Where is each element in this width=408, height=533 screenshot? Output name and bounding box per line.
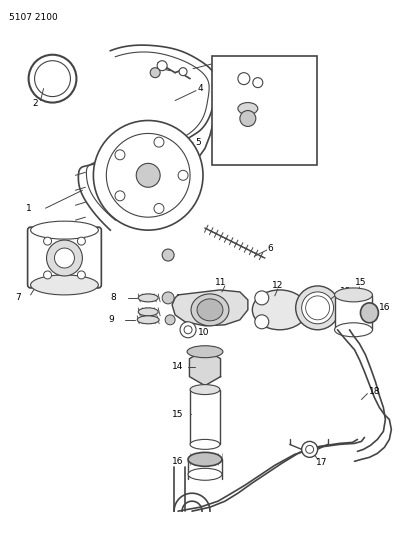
Circle shape — [93, 120, 203, 230]
Circle shape — [29, 55, 76, 102]
Circle shape — [255, 315, 269, 329]
Text: 7: 7 — [16, 293, 21, 302]
Circle shape — [150, 68, 160, 78]
Ellipse shape — [138, 308, 158, 316]
Bar — [212, 56, 317, 165]
Ellipse shape — [238, 102, 258, 115]
Ellipse shape — [335, 288, 373, 302]
Text: 15: 15 — [172, 410, 184, 419]
Circle shape — [253, 78, 263, 87]
Text: 16: 16 — [172, 457, 184, 466]
Bar — [190, 390, 220, 445]
Circle shape — [106, 133, 190, 217]
Circle shape — [35, 61, 71, 96]
Circle shape — [115, 150, 125, 160]
Circle shape — [296, 286, 339, 330]
Ellipse shape — [191, 294, 229, 326]
Circle shape — [180, 322, 196, 338]
Circle shape — [136, 163, 160, 187]
Circle shape — [154, 204, 164, 214]
Circle shape — [47, 240, 82, 276]
Circle shape — [162, 292, 174, 304]
Text: 19: 19 — [245, 144, 256, 153]
Text: 17: 17 — [316, 458, 327, 467]
Text: 13: 13 — [339, 287, 351, 296]
Text: 14: 14 — [172, 362, 184, 371]
Ellipse shape — [190, 439, 220, 449]
Circle shape — [302, 292, 334, 324]
Circle shape — [240, 110, 256, 126]
Text: 5: 5 — [195, 138, 201, 147]
Text: 11: 11 — [215, 278, 226, 287]
Circle shape — [302, 441, 317, 457]
Circle shape — [306, 446, 314, 454]
Circle shape — [78, 237, 85, 245]
Circle shape — [306, 296, 330, 320]
Text: 12: 12 — [272, 281, 283, 290]
Text: 9: 9 — [109, 316, 114, 324]
Ellipse shape — [31, 221, 98, 239]
Ellipse shape — [188, 469, 222, 480]
Circle shape — [179, 68, 187, 76]
Text: 5107 2100: 5107 2100 — [9, 13, 58, 22]
Circle shape — [78, 271, 85, 279]
Ellipse shape — [188, 453, 222, 466]
Ellipse shape — [31, 275, 98, 295]
Text: 15: 15 — [355, 278, 366, 287]
Circle shape — [115, 191, 125, 201]
Ellipse shape — [138, 294, 158, 302]
Text: 16: 16 — [379, 303, 391, 312]
Text: 18: 18 — [369, 387, 381, 396]
Bar — [335, 295, 373, 330]
Circle shape — [184, 326, 192, 334]
Text: 10: 10 — [198, 328, 210, 337]
Text: 1: 1 — [26, 204, 31, 213]
Circle shape — [310, 300, 326, 316]
Text: 3: 3 — [215, 58, 221, 67]
Text: 6: 6 — [268, 244, 273, 253]
Circle shape — [238, 72, 250, 85]
Ellipse shape — [137, 316, 159, 324]
Ellipse shape — [187, 346, 223, 358]
Circle shape — [44, 237, 51, 245]
Text: 4: 4 — [198, 84, 204, 93]
Circle shape — [157, 61, 167, 71]
Circle shape — [162, 249, 174, 261]
FancyBboxPatch shape — [28, 227, 101, 288]
Polygon shape — [189, 350, 221, 385]
Ellipse shape — [252, 290, 307, 330]
Circle shape — [165, 315, 175, 325]
Polygon shape — [172, 290, 248, 326]
Circle shape — [44, 271, 51, 279]
Ellipse shape — [190, 385, 220, 394]
Circle shape — [154, 137, 164, 147]
Ellipse shape — [197, 299, 223, 321]
Circle shape — [255, 291, 269, 305]
Ellipse shape — [335, 323, 373, 337]
Ellipse shape — [360, 303, 378, 323]
Circle shape — [178, 171, 188, 180]
Text: 2: 2 — [33, 99, 38, 108]
Text: 8: 8 — [110, 293, 116, 302]
Circle shape — [55, 248, 74, 268]
